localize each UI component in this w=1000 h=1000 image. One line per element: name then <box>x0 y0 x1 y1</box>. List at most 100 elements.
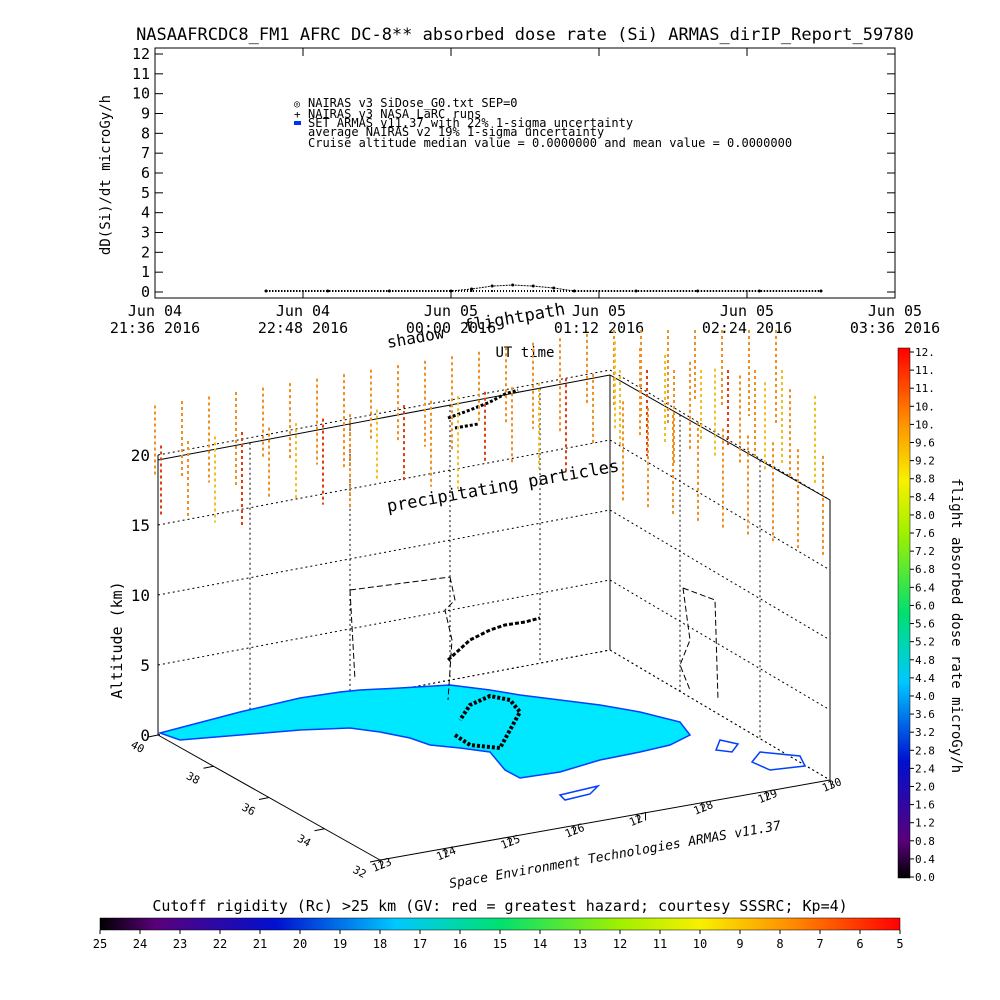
dose-tick-label: 12. <box>915 346 935 359</box>
y-tick-label: 8 <box>141 124 150 142</box>
x-tick-label-time: 03:36 2016 <box>850 319 940 337</box>
rigidity-tick-label: 14 <box>533 937 547 951</box>
legend-marker-nairas-sidose: ◎ <box>294 99 300 110</box>
y-tick-label: 5 <box>141 184 150 202</box>
x-tick-label-time: 01:12 2016 <box>554 319 644 337</box>
top-plot-frame <box>154 47 896 299</box>
legend-item-0: NAIRAS v3 SiDose_G0.txt SEP=0 <box>308 96 518 110</box>
rigidity-tick-label: 16 <box>453 937 467 951</box>
altitude-gridline <box>157 439 831 571</box>
rigidity-tick-label: 12 <box>613 937 627 951</box>
legend-item-3: average NAIRAS v2 19% 1-sigma uncertaint… <box>308 125 604 139</box>
data-point <box>511 283 515 287</box>
dose-tick-label: 11. <box>915 382 935 395</box>
rigidity-tick-label: 13 <box>573 937 587 951</box>
rigidity-tick-label: 15 <box>493 937 507 951</box>
precipitating-particles <box>154 330 824 556</box>
data-point <box>552 286 556 290</box>
altitude-gridline <box>157 369 831 501</box>
altitude-tick-label: 5 <box>140 656 150 675</box>
dose-tick-label: 8.4 <box>915 491 935 504</box>
y-tick-label: 9 <box>141 105 150 123</box>
data-point <box>470 287 474 291</box>
dose-tick-label: 8.8 <box>915 473 935 486</box>
flight-path <box>446 616 541 662</box>
y-tick-label: 2 <box>141 243 150 261</box>
legend-item-1: NAIRAS v3 NASA LaRC runs <box>308 107 481 121</box>
dose-tick-label: 5.2 <box>915 636 935 649</box>
island <box>714 739 740 753</box>
y-tick-label: 1 <box>141 263 150 281</box>
latitude-tick <box>147 734 159 738</box>
legend-marker-nairas-larc: + <box>294 108 301 121</box>
rigidity-tick-label: 18 <box>373 937 387 951</box>
x-tick-label-time: 02:24 2016 <box>702 319 792 337</box>
dose-tick-label: 4.4 <box>915 672 935 685</box>
dose-tick-label: 1.6 <box>915 799 935 812</box>
latitude-tick-label: 36 <box>240 801 258 819</box>
data-point <box>490 284 494 288</box>
dose-tick-label: 0.4 <box>915 853 935 866</box>
dose-tick-label: 8.0 <box>915 509 935 522</box>
flight-curtain-left <box>349 576 456 701</box>
x-tick-label-date: Jun 05 <box>424 302 478 320</box>
island <box>750 751 807 771</box>
rigidity-tick-label: 5 <box>896 937 903 951</box>
flight-shadow-wall <box>447 388 519 430</box>
dose-tick-label: 10. <box>915 418 935 431</box>
rigidity-tick-label: 25 <box>93 937 107 951</box>
precipitating-annotation: precipitating particles <box>385 456 620 517</box>
rigidity-tick-label: 22 <box>213 937 227 951</box>
rigidity-colorbar-label: Cutoff rigidity (Rc) >25 km (GV: red = g… <box>152 897 847 915</box>
latitude-tick <box>369 859 381 863</box>
altitude-tick-label: 10 <box>131 586 150 605</box>
shadow-annotation: shadow <box>385 323 446 352</box>
series-line-0 <box>266 284 821 292</box>
rigidity-tick-label: 8 <box>776 937 783 951</box>
altitude-tick-label: 20 <box>131 446 150 465</box>
latitude-tick <box>314 828 325 832</box>
legend-item-4: Cruise altitude median value = 0.0000000… <box>308 136 792 150</box>
latitude-tick-label: 34 <box>295 832 313 850</box>
x-tick-label-date: Jun 05 <box>572 302 626 320</box>
y-tick-label: 0 <box>141 283 150 301</box>
flight-curtain-right <box>679 587 719 701</box>
dose-tick-label: 6.0 <box>915 599 935 612</box>
data-point <box>573 290 576 293</box>
x-tick-label-time: 21:36 2016 <box>110 319 200 337</box>
data-point <box>758 290 761 293</box>
data-point <box>491 290 494 293</box>
rigidity-tick-label: 10 <box>693 937 707 951</box>
data-point <box>326 290 329 293</box>
data-point <box>532 290 535 293</box>
dose-tick-label: 7.2 <box>915 545 935 558</box>
dose-tick-label: 9.6 <box>915 437 935 450</box>
longitude-tick <box>508 837 512 846</box>
x-tick-label-date: Jun 05 <box>720 302 774 320</box>
dose-tick-label: 2.4 <box>915 762 935 775</box>
dose-tick-label: 2.0 <box>915 780 935 793</box>
data-point <box>696 290 699 293</box>
altitude-tick-label: 15 <box>131 516 150 535</box>
data-point <box>552 290 555 293</box>
y-tick-label: 7 <box>141 144 150 162</box>
data-point <box>511 290 514 293</box>
land-mass <box>157 684 692 779</box>
dose-tick-label: 10. <box>915 400 935 413</box>
longitude-tick-label: 130 <box>820 775 843 794</box>
longitude-tick <box>379 859 383 869</box>
dose-colorbar-ticks: 0.0 0.4 0.8 1.2 1.6 2.0 2.4 2.8 3.2 3.6 4.0 4.4 4.8 5… <box>910 346 935 884</box>
data-point <box>450 290 452 293</box>
dose-tick-label: 0.0 <box>915 871 935 884</box>
latitude-axis: 32 34 36 38 40 <box>129 734 381 881</box>
dose-tick-label: 6.8 <box>915 563 935 576</box>
longitude-tick <box>765 791 769 800</box>
dose-colorbar: 0.0 0.4 0.8 1.2 1.6 2.0 2.4 2.8 3.2 3.6 4.0 4.4 4.8 5… <box>897 346 964 884</box>
longitude-tick <box>443 848 447 857</box>
x-tick-label-time: 22:48 2016 <box>258 319 348 337</box>
latitude-tick <box>203 765 214 769</box>
rigidity-tick-label: 6 <box>856 937 863 951</box>
